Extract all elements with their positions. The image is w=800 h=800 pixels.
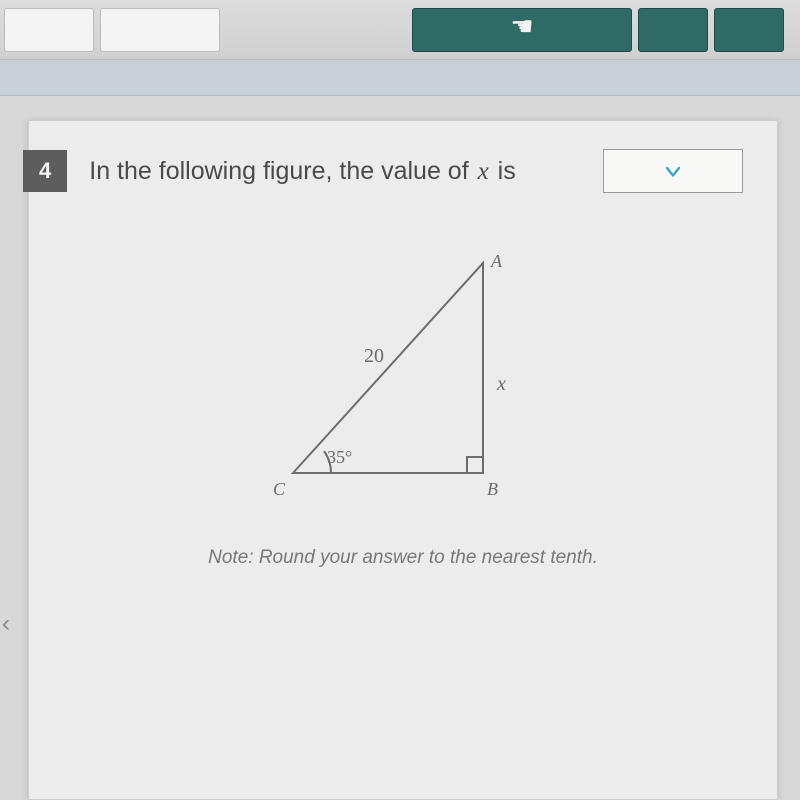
rounding-note: Note: Round your answer to the nearest t… [29, 547, 777, 569]
question-number-badge: 4 [23, 150, 67, 192]
svg-text:x: x [496, 373, 506, 395]
browser-top-bar: ☚ [0, 0, 800, 60]
question-prompt: In the following figure, the value of x … [89, 157, 581, 186]
top-field-1[interactable] [4, 8, 94, 52]
prompt-after: is [498, 157, 516, 185]
svg-text:C: C [273, 479, 286, 499]
top-field-2[interactable] [100, 8, 220, 52]
answer-dropdown[interactable] [603, 149, 743, 193]
browser-sub-bar [0, 60, 800, 96]
top-button-3[interactable] [714, 8, 784, 52]
question-row: 4 In the following figure, the value of … [29, 121, 777, 193]
chevron-down-icon [664, 162, 682, 180]
svg-text:A: A [490, 253, 503, 271]
top-button-main[interactable]: ☚ [412, 8, 632, 52]
triangle-figure: 20 x 35° A B C [253, 253, 553, 513]
svg-text:B: B [487, 479, 498, 499]
svg-text:35°: 35° [327, 447, 352, 467]
figure-container: 20 x 35° A B C [29, 253, 777, 513]
prompt-before: In the following figure, the value of [89, 157, 475, 185]
prompt-variable: x [478, 158, 489, 185]
left-caret-icon: ‹ [2, 610, 10, 638]
cursor-hand-icon: ☚ [510, 11, 533, 42]
top-button-2[interactable] [638, 8, 708, 52]
svg-text:20: 20 [364, 345, 384, 367]
worksheet-page: 4 In the following figure, the value of … [28, 120, 778, 800]
